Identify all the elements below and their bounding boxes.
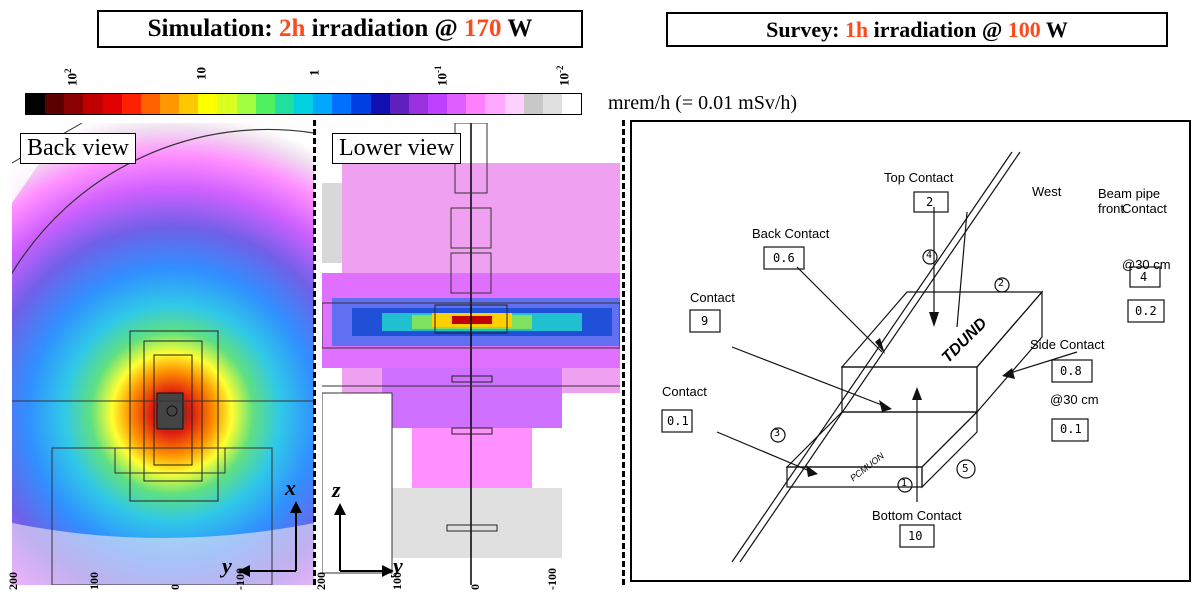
- colorbar-swatch: [179, 94, 199, 114]
- colorbar-swatch: [408, 94, 428, 114]
- back-view-y-axis-label: y: [222, 553, 232, 578]
- bottom-contact-value: 10: [908, 529, 923, 543]
- bottom-tick-label: 200: [6, 572, 20, 590]
- top-contact-label: Top Contact: [884, 170, 954, 185]
- colorbar-swatch: [26, 94, 46, 114]
- west-label: West: [1032, 184, 1062, 199]
- beam-30cm-value: 0.2: [1135, 304, 1157, 318]
- colorbar-swatch: [389, 94, 409, 114]
- colorbar-swatch: [485, 94, 505, 114]
- side-30cm-value: 0.1: [1060, 422, 1082, 436]
- colorbar-tick-label: 10-1: [433, 65, 450, 87]
- colorbar-swatch: [542, 94, 562, 114]
- dose-rate-colorbar: [25, 93, 582, 115]
- colorbar-swatch: [198, 94, 218, 114]
- side-contact-value: 0.8: [1060, 364, 1082, 378]
- colorbar-swatch: [255, 94, 275, 114]
- contact-left-value: 9: [701, 314, 709, 328]
- colorbar-swatch: [159, 94, 180, 114]
- colorbar-swatch: [45, 94, 65, 114]
- bottom-tick-label: -100: [545, 568, 559, 590]
- lower-view-panel: Lower view z y: [322, 123, 620, 585]
- simulation-power: 170: [464, 15, 502, 42]
- colorbar-swatch: [217, 94, 237, 114]
- circled-number: 4: [926, 250, 933, 261]
- survey-power: 100: [1007, 17, 1041, 42]
- colorbar-swatch: [466, 94, 486, 114]
- colorbar-swatch: [351, 94, 371, 114]
- bottom-tick-label: 100: [390, 572, 404, 590]
- circled-number: 1: [901, 478, 908, 489]
- colorbar-swatch: [236, 94, 256, 114]
- colorbar-tick-label: 10-2: [555, 65, 572, 87]
- bottom-tick-label: 0: [168, 584, 182, 590]
- back-view-dose-map: [12, 123, 314, 585]
- beam-pipe-30cm-label: @30 cm: [1122, 257, 1171, 272]
- colorbar-tick-label: 1: [306, 69, 322, 77]
- colorbar-swatch: [313, 94, 333, 114]
- top-contact-value: 2: [926, 195, 934, 209]
- survey-diagram-panel: Top Contact West Beam pipe front Contact…: [630, 120, 1191, 582]
- colorbar-swatch: [102, 94, 122, 114]
- circled-number: 2: [998, 278, 1005, 289]
- back-contact-label: Back Contact: [752, 226, 830, 241]
- simulation-time: 2h: [278, 15, 306, 42]
- bottom-tick-label: 100: [87, 572, 101, 590]
- bottom-contact-label: Bottom Contact: [872, 508, 962, 523]
- survey-title-suffix: W: [1040, 17, 1068, 42]
- colorbar-tick-label: 10: [193, 67, 209, 80]
- contact-left-label: Contact: [690, 290, 735, 305]
- survey-title-box: Survey: 1h irradiation @ 100 W: [666, 12, 1168, 47]
- back-view-axes-arrows: [238, 501, 302, 577]
- simulation-title-middle: irradiation @: [305, 15, 465, 42]
- survey-time: 1h: [844, 17, 869, 42]
- lower-view-axes-arrows: [334, 503, 394, 577]
- back-contact-value: 0.6: [773, 251, 795, 265]
- side-contact-label: Side Contact: [1030, 337, 1105, 352]
- simulation-title-prefix: Simulation:: [147, 15, 279, 42]
- back-view-panel: Back view x y: [12, 123, 314, 585]
- simulation-title-suffix: W: [501, 15, 533, 42]
- colorbar-swatch: [370, 94, 390, 114]
- beam-pipe-contact-label: Contact: [1122, 201, 1167, 216]
- circled-number: 5: [962, 462, 969, 475]
- bottom-tick-label: 0: [468, 584, 482, 590]
- panel-divider: [622, 120, 625, 585]
- colorbar-swatch: [293, 94, 314, 114]
- circled-number: 3: [774, 428, 781, 439]
- colorbar-swatch: [140, 94, 160, 114]
- bottom-tick-label: 200: [314, 572, 328, 590]
- contact-low-label: Contact: [662, 384, 707, 399]
- lower-view-z-axis-label: z: [332, 477, 341, 502]
- simulation-title-box: Simulation: 2h irradiation @ 170 W: [97, 10, 583, 48]
- colorbar-swatch: [523, 94, 543, 114]
- colorbar-swatch: [64, 94, 84, 114]
- lower-view-label: Lower view: [332, 133, 462, 164]
- bottom-tick-label: -100: [233, 568, 247, 590]
- colorbar-swatch: [561, 94, 582, 114]
- side-contact-30cm-label: @30 cm: [1050, 392, 1099, 407]
- back-view-x-axis-label: x: [285, 475, 296, 500]
- colorbar-swatch: [274, 94, 294, 114]
- contact-low-value: 0.1: [667, 414, 689, 428]
- back-view-label: Back view: [20, 133, 136, 164]
- colorbar-swatch: [504, 94, 524, 114]
- panel-divider: [313, 120, 316, 585]
- survey-title-middle: irradiation @: [868, 17, 1008, 42]
- survey-title-prefix: Survey:: [766, 17, 845, 42]
- colorbar-swatch: [427, 94, 448, 114]
- colorbar-swatch: [83, 94, 103, 114]
- colorbar-swatch: [447, 94, 467, 114]
- beam-pipe-label: Beam pipe front: [1098, 186, 1161, 216]
- colorbar-swatch: [332, 94, 352, 114]
- colorbar-swatch: [121, 94, 141, 114]
- survey-sketch: [661, 151, 1165, 563]
- colorbar-tick-label: 102: [63, 68, 80, 87]
- lower-view-dose-map: [322, 123, 620, 585]
- beam-front-value: 4: [1140, 270, 1148, 284]
- lower-view-y-axis-label: y: [393, 553, 403, 578]
- colorbar-unit-label: mrem/h (= 0.01 mSv/h): [608, 92, 798, 114]
